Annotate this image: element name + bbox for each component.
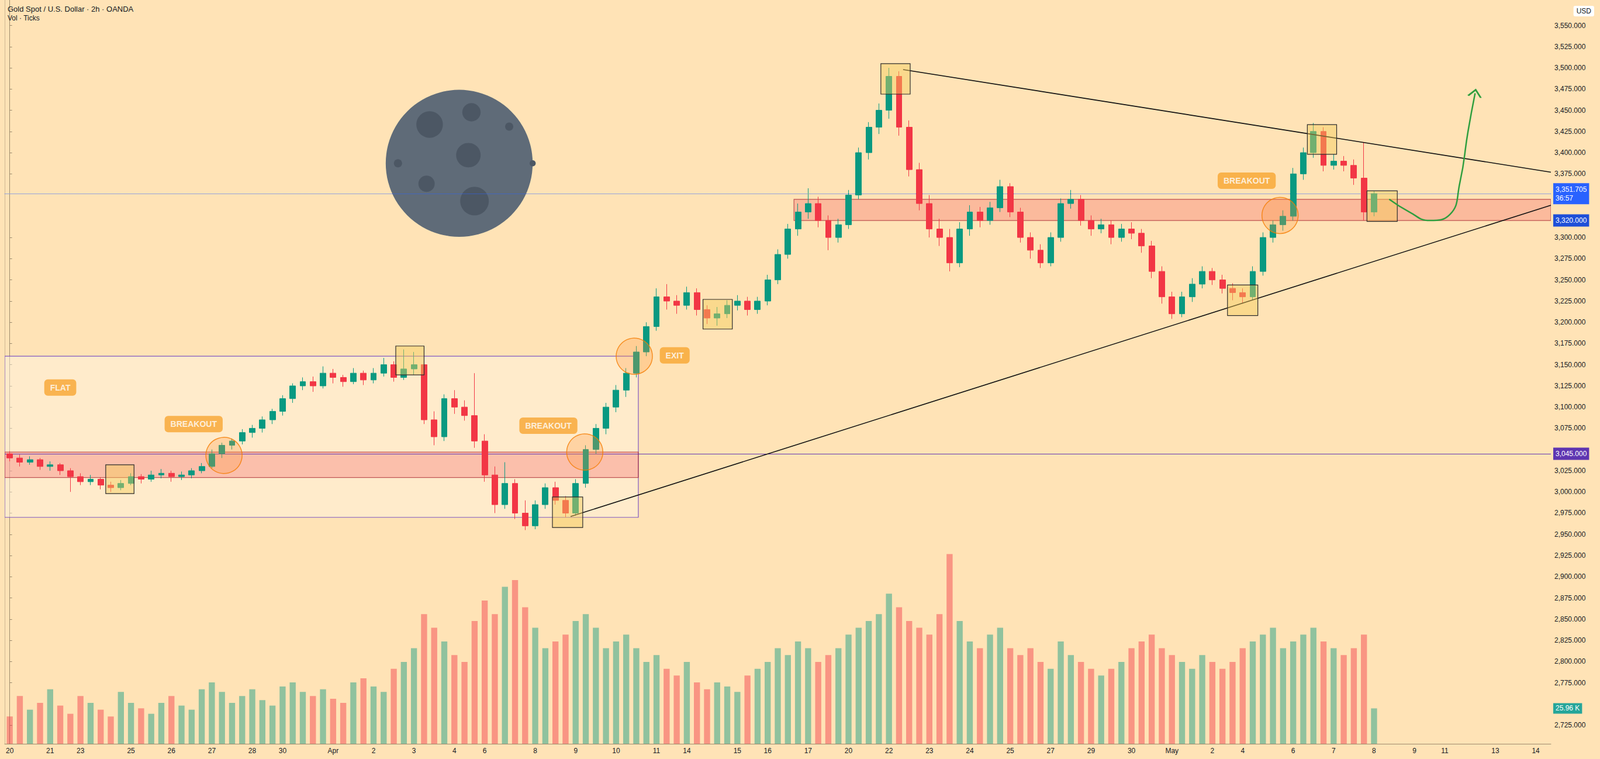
svg-text:2,975.000: 2,975.000: [1554, 508, 1586, 517]
svg-text:3,400.000: 3,400.000: [1554, 148, 1586, 157]
svg-text:Gold Spot / U.S. Dollar · 2h ·: Gold Spot / U.S. Dollar · 2h · OANDA: [7, 4, 134, 14]
svg-text:3,100.000: 3,100.000: [1554, 402, 1586, 411]
svg-text:2,950.000: 2,950.000: [1554, 530, 1586, 539]
svg-text:17: 17: [804, 746, 813, 755]
svg-text:16: 16: [764, 746, 773, 755]
svg-text:3,475.000: 3,475.000: [1554, 84, 1586, 93]
svg-text:3,375.000: 3,375.000: [1554, 169, 1586, 178]
svg-text:30: 30: [278, 746, 288, 755]
svg-text:20: 20: [5, 746, 15, 755]
svg-text:3,300.000: 3,300.000: [1554, 233, 1586, 242]
svg-text:FLAT: FLAT: [50, 382, 71, 393]
svg-text:2,800.000: 2,800.000: [1554, 657, 1586, 666]
svg-text:3,000.000: 3,000.000: [1554, 487, 1586, 496]
svg-text:24: 24: [965, 746, 974, 755]
svg-text:3,150.000: 3,150.000: [1554, 360, 1586, 369]
svg-text:25: 25: [1006, 746, 1015, 755]
svg-text:2,900.000: 2,900.000: [1554, 572, 1586, 581]
svg-text:3,550.000: 3,550.000: [1554, 21, 1586, 30]
svg-text:2,725.000: 2,725.000: [1554, 720, 1586, 729]
svg-text:23: 23: [76, 746, 85, 755]
svg-text:2,850.000: 2,850.000: [1554, 614, 1586, 624]
svg-text:25: 25: [126, 746, 136, 755]
svg-text:3,500.000: 3,500.000: [1554, 63, 1586, 72]
svg-text:7: 7: [1331, 746, 1336, 755]
svg-text:6: 6: [482, 746, 487, 755]
svg-text:14: 14: [1531, 746, 1540, 755]
svg-text:8: 8: [1372, 746, 1377, 755]
svg-text:BREAKOUT: BREAKOUT: [1223, 175, 1271, 186]
svg-text:2: 2: [1210, 746, 1215, 755]
svg-text:13: 13: [1491, 746, 1500, 755]
svg-text:10: 10: [612, 746, 621, 755]
svg-text:2: 2: [371, 746, 376, 755]
svg-text:36:57: 36:57: [1555, 194, 1574, 203]
svg-text:3,320.000: 3,320.000: [1555, 216, 1588, 225]
svg-text:9: 9: [1412, 746, 1417, 755]
svg-text:11: 11: [652, 746, 661, 755]
svg-text:23: 23: [925, 746, 934, 755]
svg-text:2,925.000: 2,925.000: [1554, 551, 1586, 560]
svg-text:9: 9: [573, 746, 578, 755]
svg-text:3: 3: [412, 746, 417, 755]
svg-text:3,025.000: 3,025.000: [1554, 466, 1586, 475]
svg-text:27: 27: [208, 746, 217, 755]
svg-text:3,045.000: 3,045.000: [1555, 449, 1588, 458]
svg-text:3,450.000: 3,450.000: [1554, 106, 1586, 115]
svg-text:11: 11: [1440, 746, 1449, 755]
svg-text:3,225.000: 3,225.000: [1554, 296, 1586, 306]
svg-text:3,125.000: 3,125.000: [1554, 381, 1586, 390]
svg-text:21: 21: [46, 746, 55, 755]
svg-text:BREAKOUT: BREAKOUT: [170, 419, 218, 429]
svg-text:22: 22: [885, 746, 894, 755]
svg-text:3,250.000: 3,250.000: [1554, 275, 1586, 285]
svg-text:2,775.000: 2,775.000: [1554, 678, 1586, 687]
svg-text:May: May: [1165, 746, 1179, 755]
svg-text:3,075.000: 3,075.000: [1554, 423, 1586, 433]
svg-text:Vol · Ticks: Vol · Ticks: [7, 14, 40, 23]
svg-text:20: 20: [844, 746, 853, 755]
svg-text:2,875.000: 2,875.000: [1554, 593, 1586, 603]
svg-text:26: 26: [167, 746, 176, 755]
svg-text:8: 8: [533, 746, 538, 755]
svg-text:Apr: Apr: [327, 746, 340, 755]
svg-text:25.96 K: 25.96 K: [1555, 703, 1580, 713]
svg-text:3,425.000: 3,425.000: [1554, 127, 1586, 136]
svg-text:USD: USD: [1576, 7, 1592, 16]
svg-text:2,825.000: 2,825.000: [1554, 636, 1586, 645]
svg-text:3,275.000: 3,275.000: [1554, 254, 1586, 263]
svg-text:3,525.000: 3,525.000: [1554, 42, 1586, 51]
svg-text:3,175.000: 3,175.000: [1554, 339, 1586, 348]
svg-text:6: 6: [1291, 746, 1296, 755]
svg-text:4: 4: [452, 746, 457, 755]
svg-text:30: 30: [1127, 746, 1136, 755]
svg-text:29: 29: [1087, 746, 1096, 755]
svg-text:EXIT: EXIT: [665, 350, 685, 361]
svg-text:27: 27: [1046, 746, 1056, 755]
svg-text:BREAKOUT: BREAKOUT: [524, 420, 572, 431]
svg-text:3,351.705: 3,351.705: [1555, 185, 1588, 194]
svg-text:28: 28: [248, 746, 257, 755]
svg-text:3,200.000: 3,200.000: [1554, 318, 1586, 327]
svg-text:4: 4: [1240, 746, 1245, 755]
svg-text:15: 15: [733, 746, 742, 755]
svg-text:14: 14: [682, 746, 691, 755]
